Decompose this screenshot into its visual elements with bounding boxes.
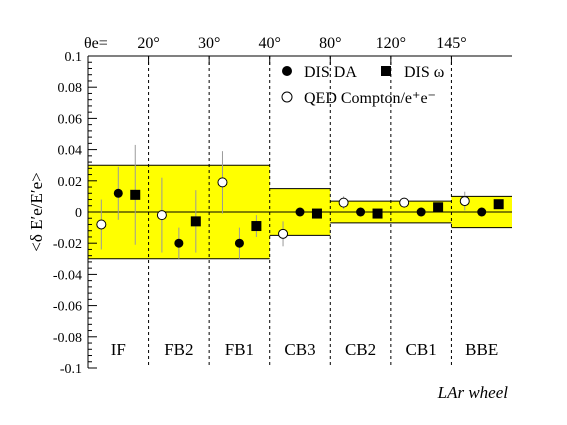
y-tick-label-9: 0.08 — [58, 81, 83, 96]
y-tick-label-8: 0.06 — [58, 112, 83, 127]
point-filledsquare-cb3 — [311, 208, 322, 219]
y-axis-label: <δ E′e/E′e> — [27, 172, 46, 251]
point-filledsquare-cb1 — [433, 202, 444, 213]
y-tick-label-2: -0.06 — [53, 300, 82, 315]
point-opencircle-cb2 — [338, 197, 349, 208]
x-axis-label: LAr wheel — [437, 383, 509, 402]
legend: DIS DA DIS ω QED Compton/e⁺e⁻ — [281, 64, 444, 107]
point-filledsquare-bbe — [493, 199, 504, 210]
point-filledsquare-fb1 — [251, 221, 262, 232]
point-filledcircle-bbe — [477, 207, 487, 217]
y-tick-label-0: -0.1 — [60, 362, 82, 377]
y-tick-label-5: 0 — [75, 206, 82, 221]
point-filledsquare-cb2 — [372, 208, 383, 219]
point-opencircle-fb2 — [156, 210, 167, 221]
theta-label-4: 120° — [376, 35, 406, 52]
theta-label-5: 145° — [436, 35, 466, 52]
region-label-bbe: BBE — [465, 340, 498, 359]
legend-marker-dis-da — [282, 66, 292, 76]
theta-prefix: θe= — [84, 35, 108, 52]
point-filledcircle-cb2 — [356, 207, 366, 217]
region-label-cb3: CB3 — [284, 340, 315, 359]
theta-label-2: 40° — [259, 35, 281, 52]
point-opencircle-bbe — [459, 196, 470, 207]
region-label-if: IF — [111, 340, 126, 359]
y-tick-label-7: 0.04 — [58, 144, 83, 159]
y-tick-label-6: 0.02 — [58, 175, 83, 190]
theta-label-3: 80° — [319, 35, 341, 52]
y-tick-label-3: -0.04 — [53, 268, 82, 283]
region-label-cb1: CB1 — [406, 340, 437, 359]
point-opencircle-if — [96, 219, 107, 230]
point-opencircle-cb3 — [278, 228, 289, 239]
point-opencircle-fb1 — [217, 177, 228, 188]
axis-labels: IF FB2 FB1 CB3 CB2 CB1 BBE 20° 30° 40° 80° 120° 145° — [111, 35, 499, 359]
point-filledsquare-if — [130, 189, 141, 200]
data-points — [96, 144, 504, 259]
legend-label-qed: QED Compton/e⁺e⁻ — [304, 90, 436, 107]
theta-label-1: 30° — [198, 35, 220, 52]
point-filledcircle-if — [113, 188, 123, 198]
legend-label-dis-omega: DIS ω — [404, 64, 444, 81]
region-label-cb2: CB2 — [345, 340, 376, 359]
axes: -0.1 -0.08 -0.06 -0.04 -0.02 0 0.02 0.04 0.06 0.0… — [53, 50, 512, 377]
region-label-fb1: FB1 — [225, 340, 254, 359]
legend-label-dis-da: DIS DA — [304, 64, 357, 81]
point-filledcircle-cb3 — [295, 207, 305, 217]
point-filledcircle-cb1 — [416, 207, 426, 217]
theta-label-0: 20° — [137, 35, 159, 52]
point-opencircle-cb1 — [399, 197, 410, 208]
point-filledsquare-fb2 — [190, 216, 201, 227]
legend-marker-qed — [281, 91, 293, 103]
y-tick-label-1: -0.08 — [53, 331, 82, 346]
point-filledcircle-fb2 — [174, 238, 184, 248]
region-label-fb2: FB2 — [164, 340, 193, 359]
point-filledcircle-fb1 — [234, 238, 244, 248]
legend-marker-dis-omega — [381, 66, 391, 76]
y-tick-label-10: 0.1 — [65, 50, 83, 65]
y-tick-label-4: -0.02 — [53, 237, 82, 252]
